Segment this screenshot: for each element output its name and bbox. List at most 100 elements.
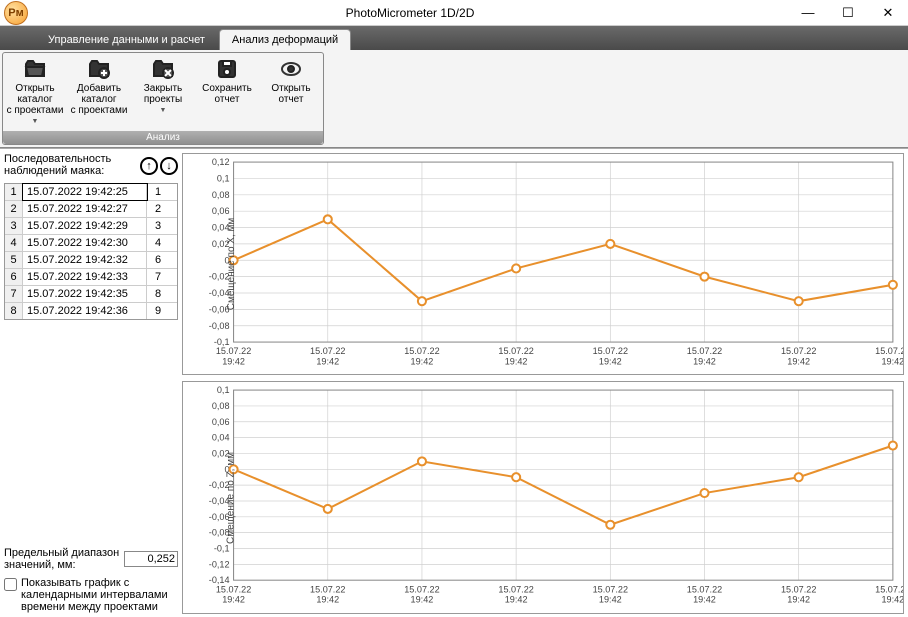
row-index: 4 (147, 235, 169, 251)
ribbon-group-analysis: Открыть каталогс проектами▼Добавить ката… (2, 52, 324, 145)
ribbon-btn-label: Открыть каталогс проектами (5, 83, 65, 116)
svg-text:19:42: 19:42 (599, 356, 622, 366)
ribbon-btn-folder-add[interactable]: Добавить каталогс проектами (67, 53, 131, 131)
row-number: 5 (5, 252, 23, 268)
tab-0[interactable]: Управление данными и расчет (36, 30, 217, 50)
svg-text:15.07.22: 15.07.22 (216, 346, 251, 356)
ribbon-btn-label: Сохранитьотчет (202, 83, 252, 105)
svg-text:19:42: 19:42 (787, 595, 810, 605)
row-timestamp: 15.07.2022 19:42:33 (23, 269, 147, 285)
row-number: 8 (5, 303, 23, 319)
svg-text:15.07.22: 15.07.22 (498, 585, 533, 595)
eye-icon (279, 57, 303, 81)
svg-text:15.07.22: 15.07.22 (310, 585, 345, 595)
chart-z-ylabel: Смещение по Z, мм (225, 452, 236, 544)
svg-text:19:42: 19:42 (881, 595, 903, 605)
left-panel: Последовательность наблюдений маяка: ↑ ↓… (0, 149, 182, 617)
svg-text:15.07.22: 15.07.22 (310, 346, 345, 356)
svg-text:19:42: 19:42 (222, 595, 245, 605)
tabs-row: Управление данными и расчетАнализ деформ… (0, 26, 908, 50)
range-label: Предельный диапазон значений, мм: (4, 547, 124, 571)
svg-text:15.07.22: 15.07.22 (404, 346, 439, 356)
table-row[interactable]: 815.07.2022 19:42:369 (5, 303, 177, 319)
ribbon-btn-folder-close[interactable]: Закрытьпроекты▼ (131, 53, 195, 131)
svg-text:19:42: 19:42 (599, 595, 622, 605)
row-number: 1 (5, 184, 23, 200)
svg-text:15.07.22: 15.07.22 (781, 346, 816, 356)
svg-text:15.07.22: 15.07.22 (687, 346, 722, 356)
move-up-button[interactable]: ↑ (140, 157, 158, 175)
folder-open-icon (23, 57, 47, 81)
svg-text:0,04: 0,04 (212, 433, 230, 443)
move-down-button[interactable]: ↓ (160, 157, 178, 175)
row-number: 3 (5, 218, 23, 234)
sequence-label: Последовательность наблюдений маяка: (4, 153, 140, 177)
svg-text:0,08: 0,08 (212, 190, 230, 200)
row-timestamp: 15.07.2022 19:42:25 (23, 184, 147, 200)
ribbon-btn-save[interactable]: Сохранитьотчет (195, 53, 259, 131)
svg-text:19:42: 19:42 (881, 356, 903, 366)
row-index: 8 (147, 286, 169, 302)
charts-panel: Смещение по X, мм 0,12 0,1 0,08 0,06 0,04 0,0… (182, 149, 908, 617)
svg-text:0,1: 0,1 (217, 173, 230, 183)
range-input[interactable] (124, 551, 178, 567)
row-timestamp: 15.07.2022 19:42:27 (23, 201, 147, 217)
row-number: 2 (5, 201, 23, 217)
table-row[interactable]: 115.07.2022 19:42:251 (5, 184, 177, 201)
dropdown-icon: ▼ (160, 105, 167, 116)
table-row[interactable]: 515.07.2022 19:42:326 (5, 252, 177, 269)
row-timestamp: 15.07.2022 19:42:35 (23, 286, 147, 302)
svg-text:-0,08: -0,08 (209, 321, 230, 331)
svg-text:19:42: 19:42 (411, 595, 434, 605)
folder-add-icon (87, 57, 111, 81)
svg-text:19:42: 19:42 (693, 356, 716, 366)
titlebar: Pм PhotoMicrometer 1D/2D — ☐ ✕ (0, 0, 908, 26)
window-title: PhotoMicrometer 1D/2D (32, 6, 788, 20)
svg-text:19:42: 19:42 (693, 595, 716, 605)
svg-text:0,12: 0,12 (212, 157, 230, 167)
svg-text:0,06: 0,06 (212, 417, 230, 427)
ribbon-group-label: Анализ (3, 131, 323, 144)
svg-text:15.07.22: 15.07.22 (498, 346, 533, 356)
table-row[interactable]: 715.07.2022 19:42:358 (5, 286, 177, 303)
ribbon-btn-label: Добавить каталогс проектами (69, 83, 129, 116)
table-row[interactable]: 615.07.2022 19:42:337 (5, 269, 177, 286)
svg-text:15.07.22: 15.07.22 (781, 585, 816, 595)
svg-text:15.07.22: 15.07.22 (593, 346, 628, 356)
row-timestamp: 15.07.2022 19:42:30 (23, 235, 147, 251)
app-logo: Pм (4, 1, 28, 25)
maximize-button[interactable]: ☐ (828, 0, 868, 26)
ribbon-btn-eye[interactable]: Открытьотчет (259, 53, 323, 131)
chart-z: Смещение по Z, мм 0,10,080,060,040,020-0… (182, 381, 904, 614)
table-row[interactable]: 415.07.2022 19:42:304 (5, 235, 177, 252)
svg-text:-0,12: -0,12 (209, 560, 230, 570)
svg-text:19:42: 19:42 (316, 356, 339, 366)
svg-text:15.07.22: 15.07.22 (404, 585, 439, 595)
folder-close-icon (151, 57, 175, 81)
row-timestamp: 15.07.2022 19:42:32 (23, 252, 147, 268)
row-index: 6 (147, 252, 169, 268)
row-timestamp: 15.07.2022 19:42:36 (23, 303, 147, 319)
table-row[interactable]: 315.07.2022 19:42:293 (5, 218, 177, 235)
ribbon-btn-folder-open[interactable]: Открыть каталогс проектами▼ (3, 53, 67, 131)
row-index: 7 (147, 269, 169, 285)
save-icon (215, 57, 239, 81)
svg-text:15.07.22: 15.07.22 (593, 585, 628, 595)
tab-1[interactable]: Анализ деформаций (219, 29, 351, 50)
row-number: 7 (5, 286, 23, 302)
table-row[interactable]: 215.07.2022 19:42:272 (5, 201, 177, 218)
calendar-interval-checkbox[interactable] (4, 578, 17, 591)
sequence-grid[interactable]: 115.07.2022 19:42:251215.07.2022 19:42:2… (4, 183, 178, 320)
svg-text:0,06: 0,06 (212, 206, 230, 216)
svg-text:0,08: 0,08 (212, 401, 230, 411)
row-index: 1 (147, 184, 169, 200)
svg-text:19:42: 19:42 (787, 356, 810, 366)
row-index: 2 (147, 201, 169, 217)
svg-text:0,1: 0,1 (217, 386, 230, 396)
minimize-button[interactable]: — (788, 0, 828, 26)
row-timestamp: 15.07.2022 19:42:29 (23, 218, 147, 234)
close-button[interactable]: ✕ (868, 0, 908, 26)
svg-text:15.07.22: 15.07.22 (216, 585, 251, 595)
svg-text:19:42: 19:42 (316, 595, 339, 605)
chart-x-ylabel: Смещение по X, мм (226, 218, 237, 311)
